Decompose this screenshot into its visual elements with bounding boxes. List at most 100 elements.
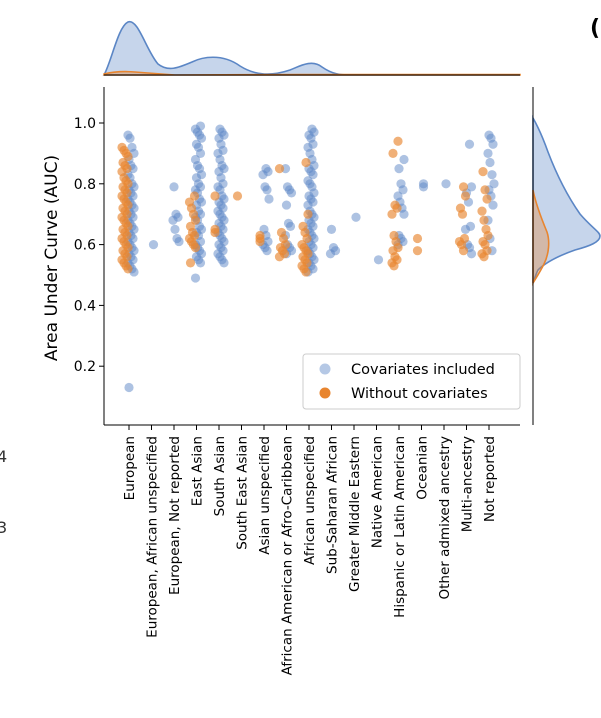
point-without-covariates	[388, 148, 398, 158]
point-covariates-included	[489, 179, 499, 189]
point-covariates-included	[262, 246, 272, 256]
legend-marker-covariates	[319, 363, 331, 375]
point-covariates-included	[170, 224, 180, 234]
point-without-covariates	[393, 136, 403, 146]
point-covariates-included	[464, 139, 475, 149]
point-without-covariates	[185, 258, 196, 268]
point-covariates-included	[125, 133, 135, 143]
point-without-covariates	[457, 209, 468, 219]
y-tick-label: 1.0	[74, 116, 96, 132]
point-without-covariates	[387, 209, 397, 219]
point-without-covariates	[480, 185, 490, 195]
top-marginal-density	[102, 21, 521, 76]
point-covariates-included	[398, 185, 408, 195]
point-covariates-included	[394, 164, 404, 174]
x-tick-label: European, Not reported	[167, 436, 183, 595]
point-covariates-included	[281, 200, 292, 210]
point-covariates-included	[488, 139, 498, 149]
panel-label: (	[590, 16, 601, 41]
point-without-covariates	[190, 215, 201, 225]
point-without-covariates	[479, 215, 489, 225]
point-covariates-included	[488, 200, 498, 210]
legend: Covariates included Without covariates	[302, 353, 521, 410]
point-without-covariates	[302, 233, 312, 244]
point-without-covariates	[460, 191, 471, 201]
x-tick-label: Not reported	[482, 436, 498, 522]
point-covariates-included	[196, 133, 207, 143]
point-without-covariates	[123, 151, 133, 162]
point-covariates-included	[466, 182, 477, 192]
point-covariates-included	[174, 236, 184, 247]
point-without-covariates	[483, 230, 493, 241]
point-without-covariates	[232, 191, 243, 201]
point-covariates-included	[399, 154, 409, 165]
x-tick-label: Multi-ancestry	[460, 436, 476, 532]
point-without-covariates	[189, 191, 200, 201]
point-covariates-included	[487, 170, 497, 180]
x-tick-label: East Asian	[190, 436, 206, 506]
x-tick-label: Asian unspecified	[257, 436, 273, 555]
point-covariates-included	[483, 148, 493, 158]
point-covariates-included	[148, 240, 159, 250]
x-tick-label: Sub-Saharan African	[325, 436, 341, 574]
point-without-covariates	[458, 246, 469, 256]
point-without-covariates	[389, 261, 399, 271]
x-tick-label: Oceanian	[415, 436, 431, 500]
point-without-covariates	[190, 243, 201, 253]
point-without-covariates	[412, 233, 423, 244]
point-covariates-included	[441, 179, 451, 189]
point-covariates-included	[325, 249, 336, 259]
y-tick-label: 0.6	[74, 238, 96, 254]
right-marginal-density	[532, 87, 601, 425]
x-tick-label: Greater Middle Eastern	[347, 436, 363, 592]
point-without-covariates	[477, 206, 487, 216]
point-without-covariates	[255, 236, 265, 247]
point-covariates-included	[124, 382, 134, 393]
point-covariates-included	[190, 273, 201, 283]
point-covariates-included	[168, 215, 178, 225]
point-covariates-included	[418, 182, 429, 192]
point-without-covariates	[274, 164, 285, 174]
point-covariates-included	[286, 188, 297, 198]
point-covariates-included	[308, 170, 318, 180]
point-covariates-included	[373, 255, 384, 265]
point-covariates-included	[219, 258, 229, 268]
left-edge-label-bottom: 3	[0, 518, 8, 537]
point-without-covariates	[123, 264, 133, 274]
x-tick-label: African American or Afro-Caribbean	[280, 436, 296, 675]
point-without-covariates	[412, 246, 423, 256]
point-covariates-included	[399, 209, 409, 219]
left-edge-label-top: 4	[0, 447, 8, 466]
point-without-covariates	[303, 209, 313, 219]
point-without-covariates	[479, 252, 489, 262]
legend-label-without: Without covariates	[351, 386, 488, 402]
top-density-covariates	[102, 21, 520, 76]
point-covariates-included	[258, 170, 268, 180]
point-without-covariates	[482, 194, 492, 204]
x-tick-label: African unspecified	[302, 436, 318, 565]
point-covariates-included	[262, 185, 272, 195]
right-density-without	[532, 189, 550, 286]
y-tick-label: 0.2	[74, 359, 96, 375]
y-tick-label: 0.4	[74, 298, 96, 314]
point-without-covariates	[458, 182, 469, 192]
point-covariates-included	[169, 182, 179, 192]
point-without-covariates	[210, 191, 220, 201]
y-tick-label: 0.8	[74, 177, 96, 193]
point-covariates-included	[264, 194, 274, 204]
scatter-points	[117, 121, 499, 393]
legend-label-covariates: Covariates included	[351, 362, 495, 378]
x-tick-label: Hispanic or Latin American	[392, 436, 408, 618]
y-axis-label: Area Under Curve (AUC)	[42, 155, 62, 361]
point-covariates-included	[195, 148, 206, 158]
axes: 0.2 0.4 0.6 0.8 1.0 European European, African…	[74, 87, 520, 675]
point-covariates-included	[485, 157, 495, 168]
point-covariates-included	[326, 224, 337, 234]
point-without-covariates	[274, 252, 285, 262]
x-tick-label: South East Asian	[235, 436, 251, 550]
point-without-covariates	[301, 157, 311, 168]
point-covariates-included	[460, 224, 471, 234]
point-covariates-included	[351, 212, 361, 222]
point-without-covariates	[210, 227, 220, 238]
